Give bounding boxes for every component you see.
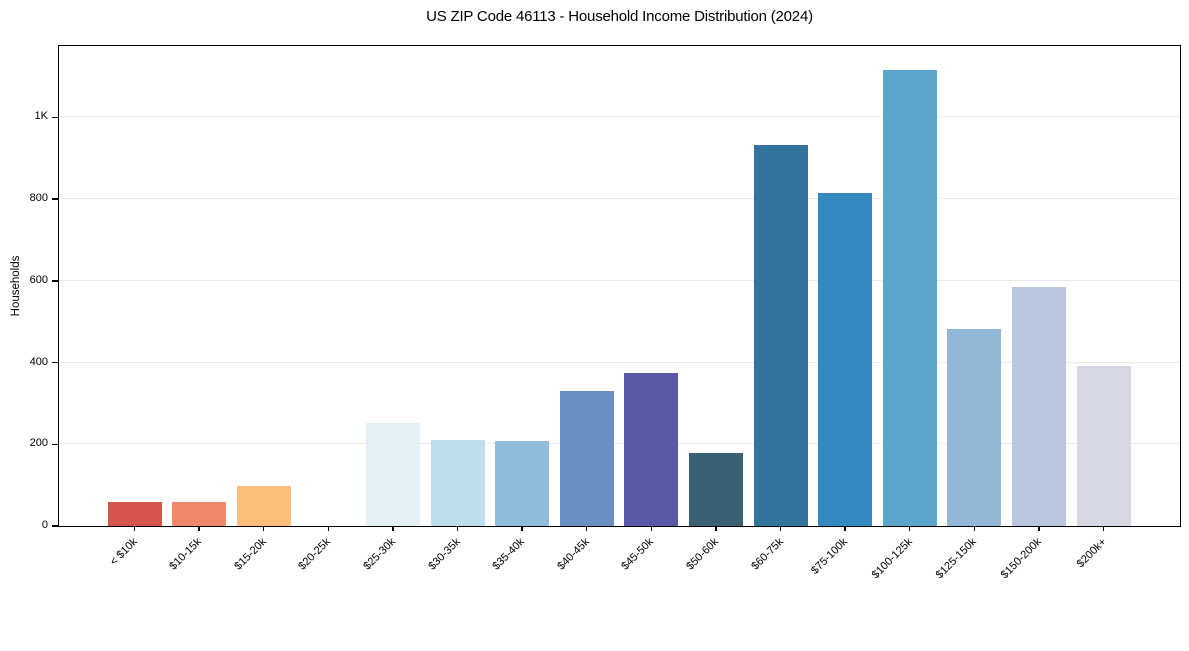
- x-tick-label-2: $10-15k: [167, 535, 204, 573]
- bar--60-75k: [753, 144, 808, 526]
- chart-title: US ZIP Code 46113 - Household Income Dis…: [426, 8, 813, 25]
- gridline-800: [59, 198, 1180, 200]
- x-tick-label-7: $35-40k: [490, 535, 527, 573]
- x-tick-label-3: $15-20k: [231, 535, 269, 573]
- x-tick-label-6: $30-35k: [425, 535, 463, 573]
- x-tick-mark-7: [521, 526, 523, 531]
- y-tick-mark-600: [51, 280, 58, 282]
- gridline-600: [59, 279, 1180, 281]
- x-tick-mark-4: [327, 526, 330, 531]
- x-tick-label-14: $125-150k: [933, 535, 980, 582]
- x-tick-label-11: $60-75k: [748, 535, 786, 573]
- y-tick-label-0: 0: [41, 519, 48, 531]
- y-tick-mark-0: [51, 525, 58, 527]
- bar--10k: [107, 502, 162, 526]
- x-tick-mark-13: [908, 526, 911, 531]
- bar--30-35k: [430, 440, 485, 526]
- x-tick-label-9: $45-50k: [619, 535, 657, 573]
- x-tick-mark-3: [262, 526, 265, 531]
- bar--125-150k: [947, 329, 1002, 526]
- x-tick-label-13: $100-125k: [869, 535, 915, 582]
- bar--75-100k: [818, 192, 873, 526]
- bar--15-20k: [236, 485, 291, 526]
- x-tick-mark-14: [973, 526, 976, 531]
- x-tick-mark-1: [133, 526, 136, 531]
- x-tick-mark-2: [198, 526, 200, 531]
- gridline-200: [59, 443, 1180, 445]
- x-tick-mark-10: [715, 526, 717, 531]
- x-tick-mark-8: [585, 526, 588, 531]
- y-tick-mark-1000: [51, 116, 58, 119]
- y-tick-label-200: 200: [29, 437, 48, 450]
- y-tick-mark-400: [51, 361, 58, 364]
- x-tick-label-16: $200k+: [1074, 535, 1109, 571]
- y-tick-mark-200: [51, 443, 58, 446]
- bar--45-50k: [624, 373, 679, 526]
- gridline-400: [59, 361, 1180, 363]
- bar--100-125k: [882, 69, 937, 526]
- x-tick-mark-9: [650, 526, 653, 531]
- y-tick-label-800: 800: [29, 192, 48, 205]
- y-tick-mark-800: [51, 198, 58, 200]
- x-tick-mark-15: [1038, 526, 1040, 531]
- x-tick-mark-6: [456, 526, 459, 531]
- bar--50-60k: [688, 453, 743, 526]
- y-tick-label-600: 600: [29, 273, 48, 286]
- y-tick-label-400: 400: [29, 355, 48, 368]
- figure: US ZIP Code 46113 - Household Income Dis…: [10, 8, 1181, 582]
- x-tick-label-10: $50-60k: [684, 535, 721, 573]
- x-tick-label-12: $75-100k: [809, 535, 850, 577]
- bar--150-200k: [1011, 286, 1066, 526]
- gridline-1000: [59, 116, 1180, 118]
- x-tick-mark-5: [392, 526, 394, 531]
- x-tick-label-15: $150-200k: [998, 535, 1044, 582]
- bar--200k+: [1076, 365, 1131, 526]
- x-tick-label-8: $40-45k: [554, 535, 592, 573]
- plot-area: 0 200 400 600 800 1K < $10k $10-15k $15-20k $20-2…: [30, 45, 1181, 581]
- x-tick-label-4: $20-25k: [296, 535, 334, 573]
- y-tick-label-1000: 1K: [34, 110, 48, 123]
- x-tick-label-1: < $10k: [107, 535, 140, 568]
- bar--40-45k: [559, 390, 614, 526]
- x-tick-label-5: $25-30k: [361, 535, 398, 573]
- bar--10-15k: [172, 501, 227, 526]
- bar--25-30k: [365, 423, 420, 526]
- bar--35-40k: [495, 441, 550, 526]
- x-tick-mark-16: [1102, 526, 1105, 531]
- x-tick-mark-11: [779, 526, 782, 531]
- x-tick-mark-12: [844, 526, 846, 531]
